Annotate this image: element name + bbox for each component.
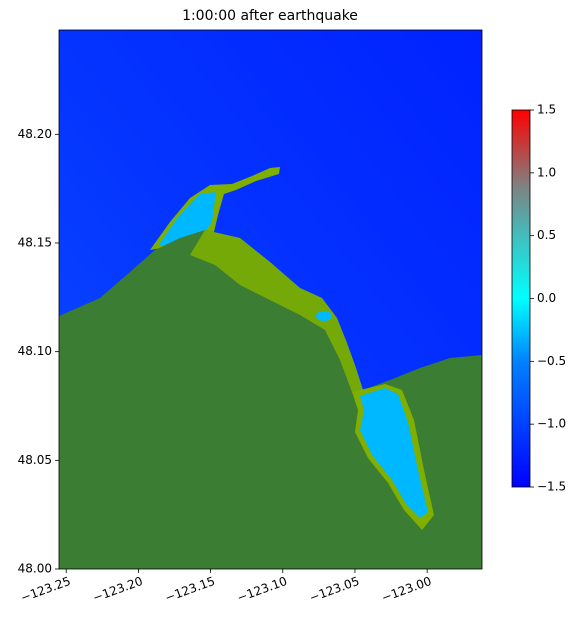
y-tick-label: 48.10 <box>18 344 52 358</box>
map <box>59 30 482 569</box>
colorbar <box>511 109 531 488</box>
tidal-flat <box>190 230 363 392</box>
colorbar-tick-label: −1.5 <box>537 480 566 494</box>
y-tick-label: 48.20 <box>18 127 52 141</box>
colorbar-tick-label: −0.5 <box>537 354 566 368</box>
x-tick-label: −123.25 <box>19 574 73 605</box>
x-tick-label: −123.05 <box>307 574 361 605</box>
x-tick-label: −123.00 <box>380 574 434 605</box>
bay <box>360 388 428 518</box>
y-tick-label: 48.00 <box>18 562 52 576</box>
land <box>59 230 482 569</box>
title: 1:00:00 after earthquake <box>182 8 358 24</box>
axes-frame <box>58 29 483 570</box>
x-tick-label: −123.15 <box>163 574 217 605</box>
x-tick-label: −123.10 <box>235 574 289 605</box>
pond <box>316 311 332 321</box>
colorbar-tick-label: 0.5 <box>537 228 556 242</box>
colorbar-tick-label: 1.0 <box>537 165 556 179</box>
colorbar-tick-label: 1.5 <box>537 103 556 117</box>
y-tick-label: 48.05 <box>18 453 52 467</box>
x-tick-label: −123.20 <box>91 574 145 605</box>
colorbar-tick-label: 0.0 <box>537 291 556 305</box>
colorbar-tick-label: −1.0 <box>537 417 566 431</box>
y-tick-label: 48.15 <box>18 235 52 249</box>
